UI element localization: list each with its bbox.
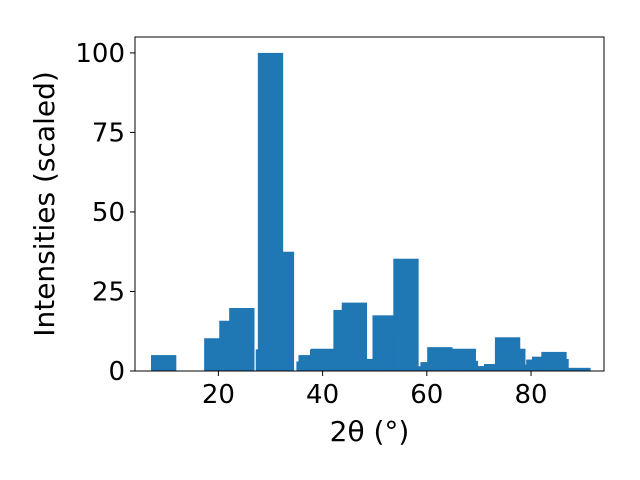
y-tick-label: 25 — [92, 277, 125, 307]
bar — [229, 308, 255, 371]
bar — [565, 367, 591, 371]
bar — [347, 369, 373, 371]
y-axis: 0 25 50 75 100 — [75, 39, 135, 387]
y-tick-label: 100 — [75, 39, 125, 69]
bar — [268, 251, 295, 371]
x-tick-label: 80 — [514, 380, 547, 410]
bar — [452, 360, 479, 371]
y-axis-label: Intensities (scaled) — [28, 71, 61, 337]
y-tick-label: 50 — [92, 198, 125, 228]
x-tick-label: 40 — [306, 380, 339, 410]
bar — [393, 258, 419, 371]
bar — [543, 358, 569, 371]
x-axis: 20 40 60 80 — [202, 371, 548, 410]
plot-frame — [134, 36, 605, 372]
x-axis-label: 2θ (°) — [330, 415, 410, 448]
y-tick-label: 75 — [92, 118, 125, 148]
x-tick-label: 60 — [410, 380, 443, 410]
bar — [341, 302, 368, 371]
bars-group — [151, 52, 591, 372]
bar — [427, 347, 453, 371]
bar — [310, 348, 337, 371]
x-tick-label: 20 — [202, 380, 235, 410]
bar — [151, 355, 177, 371]
y-tick-label: 0 — [108, 357, 125, 387]
